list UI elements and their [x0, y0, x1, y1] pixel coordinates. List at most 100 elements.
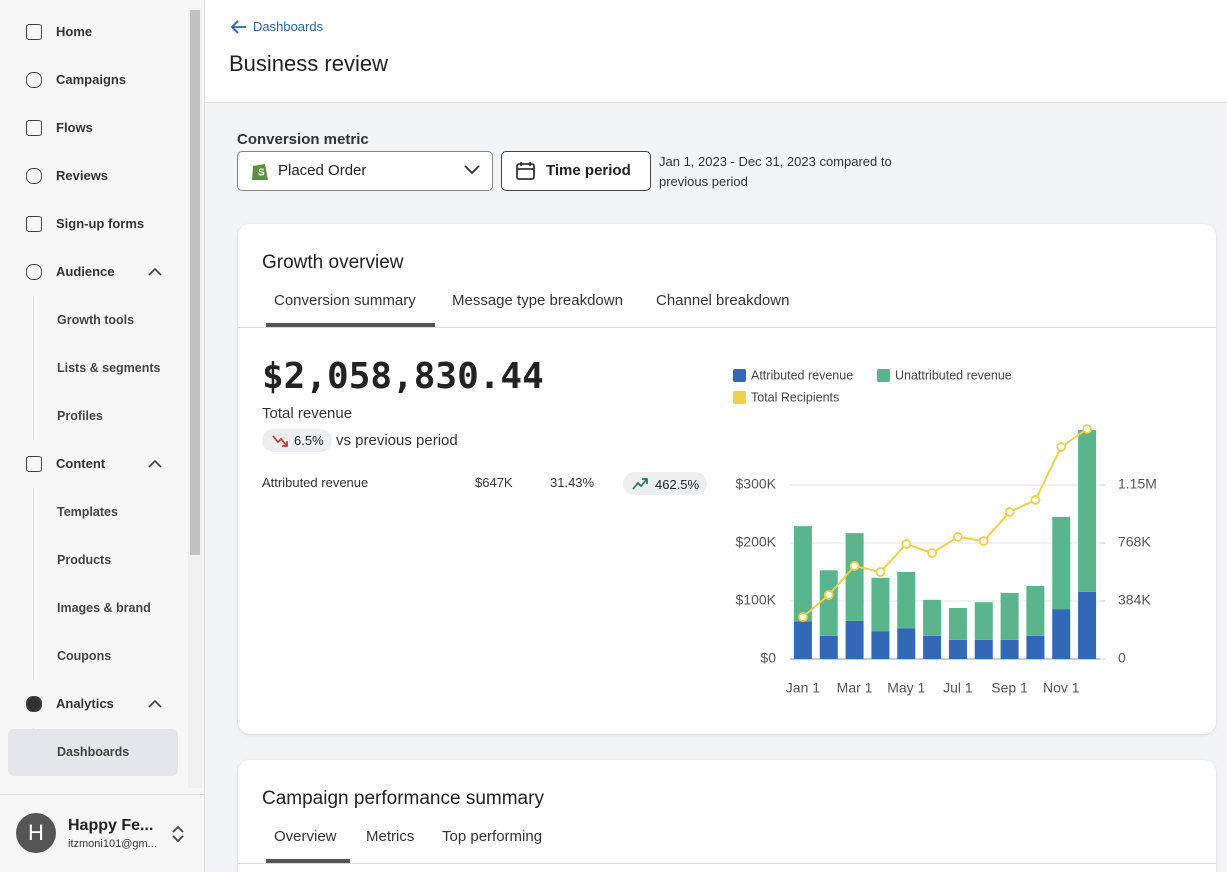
row-change-badge — [623, 472, 707, 495]
nav-subitem[interactable]: Products — [57, 553, 112, 567]
metric-value: Placed Order — [278, 162, 367, 179]
x-tick-label: May 1 — [887, 680, 925, 696]
nav-subitem[interactable]: Profiles — [57, 409, 103, 423]
nav-item[interactable]: Audience — [56, 264, 115, 279]
line-point — [927, 548, 937, 558]
nav-group-line — [33, 488, 34, 680]
row-amount: $647K — [475, 475, 513, 490]
y2-tick-label: 384K — [1118, 592, 1151, 608]
bar-segment — [1000, 592, 1019, 640]
user-email: itzmoni101@gm... — [68, 838, 157, 850]
bar-segment — [1078, 429, 1097, 592]
bar-segment — [845, 533, 864, 621]
collapse-chevron[interactable] — [147, 699, 163, 709]
user-area[interactable] — [0, 794, 204, 872]
nav-subitem[interactable]: Templates — [57, 505, 118, 519]
down-trend-icon — [272, 435, 288, 447]
tab[interactable]: Message type breakdown — [452, 292, 623, 309]
line-point — [978, 536, 989, 546]
y2-tick-label: 768K — [1118, 534, 1151, 550]
row-share: 31.43% — [550, 475, 595, 490]
shopify-icon: S — [252, 164, 268, 180]
change-value: 6.5% — [294, 433, 324, 448]
line-point — [849, 561, 860, 571]
svg-text:S: S — [258, 168, 265, 179]
bar-segment — [793, 526, 812, 622]
nav-subitem[interactable]: Dashboards — [57, 745, 130, 759]
nav-subitem[interactable]: Images & brand — [57, 601, 151, 615]
active-tab-indicator — [266, 859, 350, 863]
chart: $0 $100K $200K $300K 0 384K 768K 1.15M Jan 1 Mar … — [733, 368, 1157, 696]
row-change: 462.5% — [655, 477, 700, 492]
tab[interactable]: Top performing — [442, 828, 543, 845]
user-chevron[interactable] — [170, 824, 186, 844]
calendar-icon — [516, 162, 535, 180]
nav-item[interactable]: Reviews — [56, 168, 109, 183]
x-tick-label: Nov 1 — [1043, 680, 1080, 696]
row-label: Attributed revenue — [262, 475, 369, 490]
line-point — [1004, 507, 1015, 517]
scrollbar[interactable] — [188, 8, 202, 788]
nav-icon — [26, 72, 42, 88]
metric-label: Conversion metric — [237, 131, 369, 148]
bar-segment — [923, 635, 942, 659]
bar-segment — [819, 635, 838, 659]
nav-item[interactable]: Content — [56, 456, 106, 471]
line-point — [823, 590, 834, 600]
nav-subitem[interactable]: Lists & segments — [57, 361, 161, 375]
tab[interactable]: Metrics — [366, 828, 415, 845]
collapse-chevron[interactable] — [147, 267, 163, 277]
y-tick-label: $100K — [736, 592, 777, 608]
campaign-title: Campaign performance summary — [262, 788, 544, 809]
legend-swatch — [733, 391, 746, 404]
tab[interactable]: Conversion summary — [274, 292, 416, 309]
y-tick-label: $200K — [736, 534, 777, 550]
line — [802, 428, 1088, 618]
bar-segment — [819, 570, 838, 636]
legend-label: Attributed revenue — [751, 368, 853, 382]
total-label: Total revenue — [262, 405, 353, 422]
nav-item[interactable]: Flows — [56, 120, 93, 135]
total-revenue: $2,058,830.44 — [262, 356, 544, 397]
nav-item[interactable]: Home — [56, 24, 93, 39]
scroll-thumb[interactable] — [190, 10, 200, 555]
back-link[interactable]: Dashboards — [253, 19, 324, 34]
line-point — [1030, 495, 1041, 505]
legend-label: Unattributed revenue — [895, 368, 1012, 382]
bar-segment — [923, 599, 942, 636]
tab-divider — [238, 327, 1216, 328]
bar-segment — [1078, 591, 1097, 659]
legend-label: Total Recipients — [751, 390, 839, 404]
nav-item[interactable]: Sign-up forms — [56, 216, 145, 231]
bar-segment — [897, 572, 916, 629]
bar-segment — [897, 628, 916, 659]
legend-swatch — [877, 369, 890, 382]
x-tick-label: Jul 1 — [943, 680, 973, 696]
select-chevron — [464, 165, 480, 175]
bar-segment — [871, 631, 890, 659]
y2-tick-label: 1.15M — [1118, 476, 1157, 492]
legend-swatch — [733, 369, 746, 382]
bar-segment — [948, 639, 967, 659]
tab[interactable]: Channel breakdown — [656, 292, 790, 309]
nav-icon — [26, 456, 42, 472]
nav-item[interactable]: Analytics — [56, 696, 114, 711]
change-badge — [262, 429, 332, 452]
campaign-card — [238, 760, 1216, 872]
line-point — [1082, 424, 1092, 434]
sidebar: H Happy Fe... itzmoni101@gm... Home Campa… — [0, 0, 205, 872]
change-text: vs previous period — [336, 432, 458, 449]
nav-subitem[interactable]: Coupons — [57, 649, 112, 663]
metric-select[interactable] — [237, 151, 493, 191]
line-point — [1056, 442, 1067, 452]
tab[interactable]: Overview — [274, 828, 337, 845]
nav-icon — [26, 168, 42, 184]
x-tick-label: Mar 1 — [837, 680, 873, 696]
nav-icon — [26, 24, 42, 40]
back-arrow[interactable] — [229, 18, 249, 36]
time-period-button[interactable] — [501, 151, 651, 191]
nav-subitem[interactable]: Growth tools — [57, 313, 135, 327]
nav-item[interactable]: Campaigns — [56, 72, 127, 87]
collapse-chevron[interactable] — [147, 459, 163, 469]
